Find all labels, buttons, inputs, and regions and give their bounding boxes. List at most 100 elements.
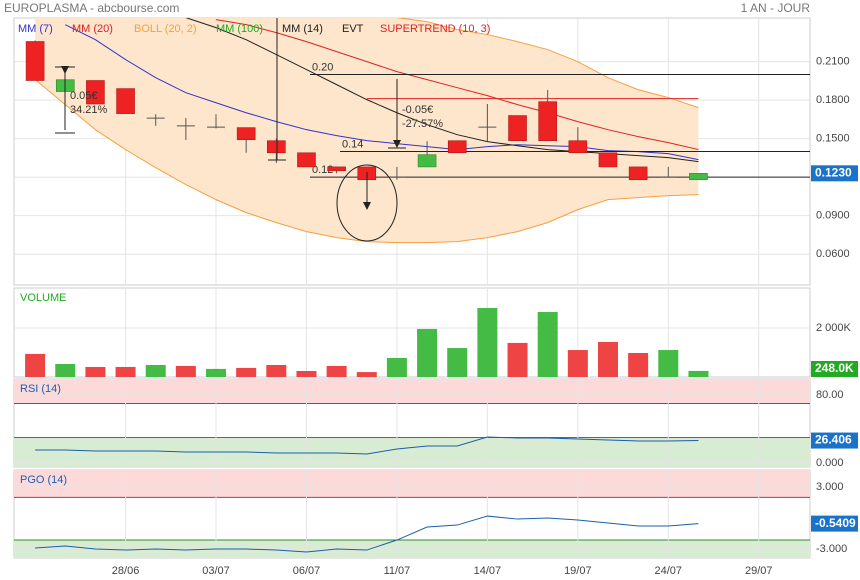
candle-body: [598, 152, 618, 168]
panel: 3.000 -3.000 PGO (14) -0.5409: [13, 469, 858, 559]
annotation: 34.21%: [70, 104, 108, 116]
volume-bar: [115, 366, 136, 377]
volume-bar: [447, 348, 468, 377]
x-tick-label: 03/07: [202, 565, 230, 577]
highlight-oval: [336, 164, 398, 242]
indicator-line: [35, 515, 699, 553]
level-label: 0.14: [342, 138, 363, 150]
last-value-label: 248.0K: [815, 361, 854, 375]
panel-title: PGO (14): [20, 474, 67, 486]
volume-bar: [386, 357, 407, 377]
panel: 80.00 0.000 RSI (14) 26.406: [13, 378, 858, 469]
volume-bar: [417, 328, 438, 377]
volume-bar: [356, 372, 377, 377]
legend-entry: MM (14): [282, 23, 323, 35]
indicator-line: [215, 19, 699, 151]
zone: [14, 470, 810, 498]
y-tick-label: 0.1500: [816, 133, 850, 145]
candle-body: [267, 140, 286, 154]
panels: 0.21000.18000.15000.12000.09000.06000.20…: [13, 17, 858, 577]
panel-title: VOLUME: [20, 292, 66, 304]
last-value-box: [811, 515, 858, 532]
source: EUROPLASMA - abcbourse.com: [4, 1, 179, 15]
y-tick-label: -3.000: [816, 543, 847, 555]
candle-body: [689, 173, 708, 181]
indicator-line: [35, 436, 699, 455]
zone: [14, 379, 810, 404]
volume-bar: [658, 350, 679, 377]
panel-background: [13, 287, 811, 378]
volume-bar: [537, 312, 558, 377]
legend-entry: MM (20): [72, 23, 113, 35]
y-tick-label: 0.1800: [816, 94, 850, 106]
volume-bar: [326, 365, 347, 377]
volume-bar: [25, 353, 46, 377]
volume-bar: [206, 368, 227, 377]
volume-bar: [55, 364, 76, 377]
legend-entry: BOLL (20, 2): [134, 23, 197, 35]
panel: 0.21000.18000.15000.12000.09000.06000.20…: [13, 17, 858, 286]
annotation: -0.05€: [402, 104, 433, 116]
annotations: 0.05€ 34.21% -0.05€ -27.57%: [55, 18, 443, 242]
volume-bar: [85, 366, 106, 377]
y-tick-label: 80.00: [816, 389, 844, 401]
candle-body: [628, 166, 648, 181]
x-tick-label: 11/07: [384, 565, 411, 577]
bollinger-upper: [396, 18, 699, 109]
volume-bar: [296, 370, 317, 377]
volume-bar: [628, 352, 649, 377]
x-tick-label: 19/07: [564, 565, 592, 577]
y-tick-label: 2 000K: [816, 322, 852, 334]
candle-body: [86, 80, 105, 105]
y-tick-label: 0.2100: [816, 56, 850, 68]
volume-bar: [477, 307, 498, 377]
x-tick-label: 14/07: [474, 565, 502, 577]
last-value-label: -0.5409: [815, 516, 856, 530]
indicator-line: [65, 24, 699, 161]
candle-body: [25, 41, 45, 81]
level-label: 0.20: [312, 61, 333, 73]
candle-body: [417, 154, 437, 168]
y-tick-label: 3.000: [816, 481, 844, 493]
last-value-box: [811, 361, 858, 377]
last-value-box: [811, 432, 858, 449]
x-tick-label: 29/07: [745, 565, 773, 577]
candle-body: [327, 166, 346, 172]
legend-entry: MM (100): [216, 23, 263, 35]
panel: 2 000K VOLUME 248.0K: [13, 287, 858, 378]
legend-entry: EVT: [342, 23, 364, 35]
volume-bar: [145, 364, 166, 377]
x-tick-label: 28/06: [112, 565, 140, 577]
last-value-box: [811, 165, 858, 182]
panel-title: RSI (14): [20, 383, 61, 395]
candle-body: [447, 140, 467, 154]
bollinger-lower: [34, 79, 699, 244]
candle-body: [297, 152, 316, 168]
zone: [14, 437, 810, 467]
annotation: 0.05€: [70, 90, 98, 102]
volume-bar: [567, 350, 588, 377]
y-tick-label: 0.0600: [816, 248, 850, 260]
volume-bar: [597, 341, 618, 377]
volume-bar: [236, 367, 257, 377]
candle-body: [508, 115, 527, 142]
candle-body: [116, 88, 135, 114]
x-tick-label: 06/07: [293, 565, 321, 577]
x-tick-label: 24/07: [655, 565, 683, 577]
candle-body: [538, 101, 557, 142]
volume-bar: [266, 364, 287, 377]
period: 1 AN - JOUR: [741, 1, 811, 15]
volume-bar: [175, 365, 196, 377]
y-tick-label: 0.000: [816, 457, 844, 469]
legend-entry: SUPERTREND (10, 3): [380, 23, 490, 35]
last-value-label: 26.406: [815, 433, 852, 447]
y-tick-label: 0.0900: [816, 210, 850, 222]
candle-body: [236, 127, 256, 140]
legend-entry: MM (7): [18, 23, 53, 35]
volume-bar: [507, 342, 528, 377]
candle-body: [568, 140, 588, 154]
annotation: -27.57%: [402, 118, 443, 130]
volume-bar: [688, 370, 709, 377]
